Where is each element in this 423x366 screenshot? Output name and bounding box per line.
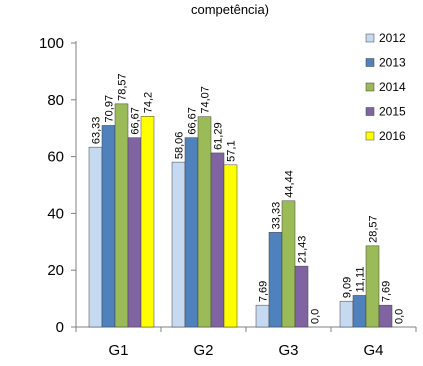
bar-2015-G4 — [378, 304, 393, 328]
y-tick-label: 40 — [47, 205, 64, 222]
legend-swatch-2014 — [365, 82, 375, 92]
bar-2012-G1 — [88, 146, 103, 328]
data-label-2014-G4: 28,57 — [368, 215, 380, 243]
legend-swatch-2016 — [365, 131, 375, 141]
data-label-2015-G3: 21,43 — [297, 236, 309, 264]
data-label-2014-G1: 78,57 — [117, 73, 129, 101]
legend-swatch-2013 — [365, 58, 375, 67]
y-tick-label: 80 — [47, 92, 64, 109]
data-label-2013-G2: 66,67 — [187, 107, 199, 135]
bar-2015-G1 — [127, 137, 142, 328]
bar-2013-G3 — [268, 232, 283, 328]
bar-2012-G2 — [171, 161, 186, 328]
x-tick-label: G2 — [193, 342, 213, 359]
x-tick-label: G4 — [363, 342, 383, 359]
bar-2014-G4 — [365, 245, 380, 328]
bar-2013-G1 — [101, 125, 116, 328]
data-label-2016-G1: 74,2 — [143, 92, 155, 113]
legend-label-2014: 2014 — [379, 80, 406, 94]
data-label-2013-G1: 70,97 — [104, 95, 116, 123]
legend-swatch-2015 — [365, 107, 375, 116]
data-label-2016-G3: 0,0 — [310, 309, 322, 324]
bar-2014-G2 — [197, 116, 212, 328]
legend-swatch-2012 — [365, 33, 375, 43]
plot-area: 02040608010063,3370,9778,5766,6774,2G158… — [39, 35, 417, 359]
x-tick-label: G1 — [108, 342, 128, 359]
y-tick-label: 20 — [47, 262, 64, 279]
bar-2013-G4 — [352, 295, 367, 328]
data-label-2015-G1: 66,67 — [130, 107, 142, 135]
data-label-2012-G4: 9,09 — [342, 277, 354, 298]
data-label-2012-G1: 63,33 — [91, 117, 103, 145]
x-tick-label: G3 — [278, 342, 298, 359]
y-tick-label: 0 — [56, 319, 64, 336]
bar-2015-G3 — [294, 265, 309, 328]
legend: 2012 2013 2014 2015 2016 — [365, 31, 406, 143]
data-label-2012-G2: 58,06 — [174, 132, 186, 160]
bar-2014-G3 — [281, 200, 296, 328]
chart-title: competência) — [191, 2, 269, 17]
y-tick-label: 100 — [39, 35, 64, 52]
bar-2013-G2 — [184, 137, 199, 328]
bar-2014-G1 — [114, 103, 129, 328]
data-label-2016-G4: 0,0 — [394, 309, 406, 324]
data-label-2013-G4: 11,11 — [355, 267, 367, 293]
bar-2016-G1 — [140, 116, 155, 328]
bar-2012-G3 — [255, 304, 270, 328]
legend-label-2015: 2015 — [379, 105, 406, 119]
data-label-2016-G2: 57,1 — [226, 140, 238, 161]
data-label-2013-G3: 33,33 — [271, 202, 283, 230]
data-label-2015-G2: 61,29 — [213, 122, 225, 150]
y-tick-label: 60 — [47, 149, 64, 166]
data-label-2012-G3: 7,69 — [258, 281, 270, 302]
bar-2012-G4 — [339, 300, 354, 328]
legend-label-2013: 2013 — [379, 56, 406, 70]
data-label-2014-G2: 74,07 — [200, 86, 212, 114]
bar-2016-G2 — [223, 164, 238, 328]
legend-label-2012: 2012 — [379, 31, 406, 45]
legend-label-2016: 2016 — [379, 129, 406, 143]
data-label-2015-G4: 7,69 — [381, 281, 393, 302]
bar-2015-G2 — [210, 152, 225, 328]
data-label-2014-G3: 44,44 — [284, 170, 296, 198]
